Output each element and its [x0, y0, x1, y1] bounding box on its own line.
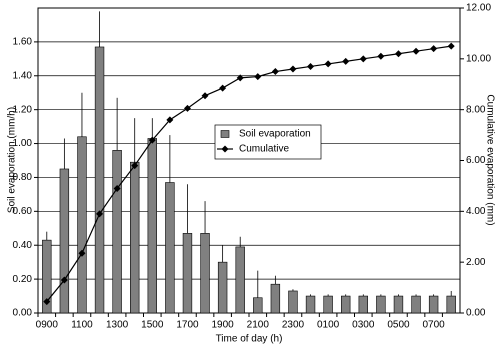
- marker: [430, 45, 438, 53]
- bar: [253, 297, 263, 314]
- bar: [130, 161, 140, 314]
- marker: [394, 50, 402, 58]
- y-tick-label: 0.00: [13, 308, 33, 319]
- bar: [270, 283, 281, 314]
- x-tick-label: 1500: [141, 320, 164, 331]
- bar: [147, 138, 157, 314]
- bar: [376, 295, 386, 314]
- y-tick-label: 1.40: [13, 70, 33, 81]
- x-tick-label: 0700: [423, 320, 446, 331]
- bar: [305, 295, 316, 314]
- y2-tick-label: 4.00: [466, 206, 486, 217]
- marker: [359, 55, 367, 63]
- legend-label: Soil evaporation: [239, 129, 311, 140]
- marker: [271, 68, 279, 76]
- marker: [43, 298, 51, 306]
- marker: [60, 276, 68, 284]
- marker: [447, 42, 455, 50]
- marker: [236, 74, 244, 82]
- y2-tick-label: 10.00: [466, 53, 491, 64]
- bar: [358, 295, 368, 314]
- y2-tick-label: 8.00: [466, 104, 486, 115]
- marker: [219, 84, 227, 92]
- legend-swatch: [220, 130, 230, 138]
- marker: [166, 116, 174, 124]
- marker: [96, 210, 104, 218]
- legend-marker: [221, 145, 229, 153]
- marker: [412, 47, 420, 55]
- bar: [235, 246, 245, 314]
- marker: [324, 60, 332, 68]
- bar: [200, 233, 210, 314]
- y-tick-label: 1.60: [13, 37, 33, 48]
- marker: [113, 184, 121, 192]
- marker: [148, 136, 156, 144]
- x-tick-label: 0100: [317, 320, 340, 331]
- y-tick-label: 0.20: [13, 274, 33, 285]
- x-tick-label: 0500: [387, 320, 410, 331]
- bar: [446, 295, 456, 314]
- bar: [112, 150, 122, 314]
- bar: [165, 182, 175, 314]
- y2-tick-label: 0.00: [466, 308, 486, 319]
- y-axis-title: Soil evaporation (mm/h): [7, 107, 18, 213]
- bar: [323, 295, 333, 314]
- y-tick-label: 1.20: [13, 104, 33, 115]
- y2-tick-label: 6.00: [466, 155, 486, 166]
- marker: [307, 62, 315, 70]
- bar: [217, 261, 228, 314]
- x-tick-label: 0300: [352, 320, 375, 331]
- y-tick-label: 0.80: [13, 172, 33, 183]
- x-axis-title: Time of day (h): [216, 334, 283, 345]
- x-tick-label: 2100: [247, 320, 270, 331]
- y2-tick-label: 2.00: [466, 257, 486, 268]
- x-tick-label: 1100: [71, 320, 93, 331]
- y2-tick-label: 12.00: [466, 3, 491, 14]
- legend-box: [214, 124, 322, 160]
- y-tick-label: 1.00: [13, 138, 33, 149]
- marker: [342, 57, 350, 65]
- legend-label: Cumulative: [239, 144, 289, 155]
- y-tick-label: 0.60: [13, 206, 33, 217]
- bar: [393, 295, 404, 314]
- bar: [288, 290, 298, 314]
- line: [46, 45, 452, 302]
- bar: [77, 136, 87, 314]
- bar: [94, 46, 105, 314]
- marker: [254, 73, 262, 81]
- x-tick-label: 1300: [106, 320, 129, 331]
- x-tick-label: 1700: [176, 320, 199, 331]
- bar: [428, 295, 439, 314]
- marker: [377, 52, 385, 60]
- marker: [78, 249, 86, 257]
- x-tick-label: 0900: [36, 320, 59, 331]
- bar: [182, 233, 193, 314]
- marker: [289, 65, 297, 73]
- x-tick-label: 2300: [282, 320, 305, 331]
- marker: [131, 162, 139, 170]
- marker: [183, 104, 191, 112]
- marker: [201, 92, 209, 100]
- y2-axis-title: Cumulative evaporation (mm): [484, 94, 495, 225]
- x-tick-label: 1900: [212, 320, 235, 331]
- y-tick-label: 0.40: [13, 240, 33, 251]
- bar: [411, 295, 421, 314]
- bar: [59, 168, 70, 314]
- bar: [341, 295, 351, 314]
